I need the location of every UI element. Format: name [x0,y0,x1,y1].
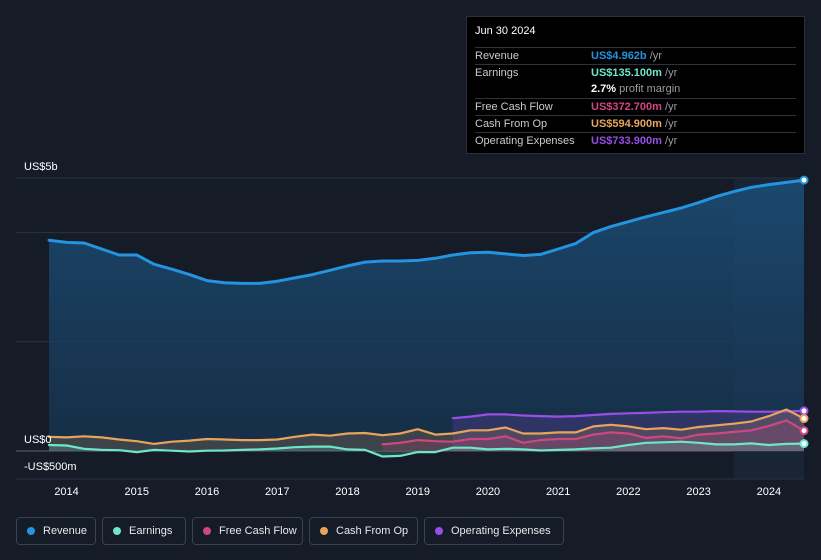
area-earnings [49,441,804,457]
tooltip-value: US$733.900m /yr [591,135,678,147]
legend-dot-icon [320,527,328,535]
tooltip-row: Free Cash Flow US$372.700m /yr [475,98,796,116]
x-tick-label: 2014 [54,486,78,498]
series-line-operating-expenses [451,409,806,420]
legend-label: Operating Expenses [451,525,551,537]
tooltip-value: US$135.100m /yr [591,67,678,79]
legend-item-free-cash-flow[interactable]: Free Cash Flow [192,517,303,545]
tooltip-label: Free Cash Flow [475,101,553,113]
y-tick-label: US$0 [24,434,52,446]
tooltip-value: US$594.900m /yr [591,118,678,130]
tooltip-row: Earnings US$135.100m /yr [475,64,796,82]
endpoint-revenue [799,175,809,185]
tooltip-date: Jun 30 2024 [475,25,536,37]
legend-dot-icon [113,527,121,535]
x-tick-label: 2017 [265,486,289,498]
series-line-cash-from-op [47,408,806,445]
tooltip-value: US$4.962b /yr [591,50,662,62]
y-tick-label: US$5b [24,161,58,173]
endpoint-cash-from-op [799,414,809,424]
tooltip-row: Revenue US$4.962b /yr [475,47,796,65]
tooltip-panel: Jun 30 2024 Revenue US$4.962b /yr Earnings… [466,16,805,154]
series-line-revenue [47,178,806,285]
x-tick-label: 2021 [546,486,570,498]
area-revenue [49,180,804,451]
legend-dot-icon [435,527,443,535]
x-tick-label: 2018 [335,486,359,498]
legend-dot-icon [203,527,211,535]
tooltip-row: Operating Expenses US$733.900m /yr [475,132,796,150]
x-tick-label: 2022 [616,486,640,498]
x-tick-label: 2015 [125,486,149,498]
legend-dot-icon [27,527,35,535]
legend-label: Cash From Op [336,525,409,537]
legend-label: Revenue [43,525,88,537]
tooltip-label: Earnings [475,67,519,79]
tooltip-label: Cash From Op [475,118,548,130]
endpoint-earnings [799,439,809,449]
tooltip-value: 2.7% profit margin [591,83,681,95]
legend-item-revenue[interactable]: Revenue [16,517,96,545]
tooltip-row: Cash From Op US$594.900m /yr [475,115,796,133]
tooltip-label: Operating Expenses [475,135,575,147]
x-tick-label: 2016 [195,486,219,498]
series-line-earnings [47,440,806,458]
legend-label: Free Cash Flow [219,525,297,537]
legend-item-cash-from-op[interactable]: Cash From Op [309,517,418,545]
y-tick-label: -US$500m [24,461,77,473]
x-tick-label: 2023 [686,486,710,498]
x-tick-label: 2020 [476,486,500,498]
legend-item-operating-expenses[interactable]: Operating Expenses [424,517,564,545]
endpoint-free-cash-flow [799,426,809,436]
tooltip-value: US$372.700m /yr [591,101,678,113]
tooltip-label: Revenue [475,50,520,62]
x-tick-label: 2024 [757,486,781,498]
series-line-free-cash-flow [381,419,806,446]
legend-label: Earnings [129,525,173,537]
tooltip-row: 2.7% profit margin [475,81,796,98]
x-tick-label: 2019 [405,486,429,498]
legend-item-earnings[interactable]: Earnings [102,517,186,545]
endpoint-operating-expenses [799,406,809,416]
